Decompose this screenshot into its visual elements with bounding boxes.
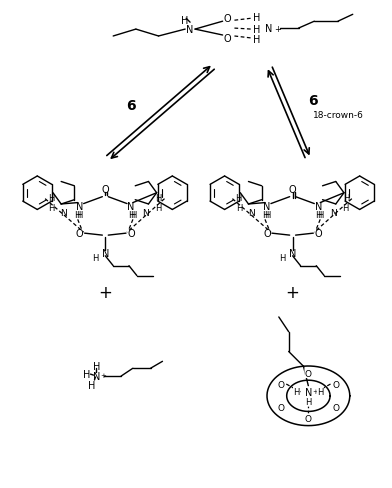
Text: H: H <box>317 210 323 220</box>
Text: H: H <box>130 210 136 220</box>
Text: H: H <box>264 210 270 220</box>
Text: O: O <box>289 184 296 194</box>
Text: H: H <box>305 397 312 407</box>
Text: N: N <box>248 208 254 217</box>
Text: +: + <box>100 372 106 378</box>
Text: O: O <box>278 380 285 389</box>
Text: N: N <box>330 208 336 217</box>
Text: H: H <box>92 254 99 263</box>
Text: H: H <box>128 210 134 220</box>
Text: N: N <box>305 387 312 397</box>
Text: H: H <box>49 203 55 213</box>
Text: O: O <box>102 184 109 194</box>
Text: N: N <box>60 208 67 217</box>
Text: H: H <box>293 387 300 397</box>
Text: O: O <box>127 229 135 239</box>
Text: O: O <box>278 403 285 412</box>
Text: H: H <box>343 194 349 203</box>
Text: N: N <box>314 201 322 211</box>
Text: H: H <box>315 210 321 220</box>
Text: H: H <box>254 25 261 35</box>
Text: 6: 6 <box>309 94 318 108</box>
Text: H: H <box>88 380 95 390</box>
Text: +: + <box>286 284 299 302</box>
Text: +: + <box>274 24 281 34</box>
Text: H: H <box>48 194 54 203</box>
Text: H: H <box>236 203 242 213</box>
Text: O: O <box>305 369 312 378</box>
Text: H: H <box>83 369 90 379</box>
Text: H: H <box>342 203 348 213</box>
Text: H: H <box>76 210 83 220</box>
Text: H: H <box>254 13 261 23</box>
Text: +: + <box>312 388 318 394</box>
Text: N: N <box>187 25 194 35</box>
Text: +: + <box>98 284 112 302</box>
Text: 18-crown-6: 18-crown-6 <box>312 111 363 120</box>
Text: H: H <box>279 254 286 263</box>
Text: O: O <box>332 380 339 389</box>
Text: H: H <box>155 203 161 213</box>
Text: N: N <box>142 208 149 217</box>
Text: H: H <box>254 35 261 45</box>
Text: O: O <box>76 229 83 239</box>
Text: N: N <box>102 248 109 258</box>
Text: H: H <box>155 194 162 203</box>
Text: O: O <box>224 14 231 24</box>
Text: O: O <box>305 414 312 423</box>
Text: N: N <box>263 201 270 211</box>
Text: H: H <box>317 387 323 397</box>
Text: 6: 6 <box>126 99 136 113</box>
Text: O: O <box>263 229 271 239</box>
Text: H: H <box>74 210 81 220</box>
Text: H: H <box>181 16 189 26</box>
Text: N: N <box>93 371 100 381</box>
Text: O: O <box>332 403 339 412</box>
Text: N: N <box>127 201 134 211</box>
Text: N: N <box>76 201 83 211</box>
Text: H: H <box>235 194 241 203</box>
Text: H: H <box>262 210 268 220</box>
Text: O: O <box>314 229 322 239</box>
Text: N: N <box>289 248 296 258</box>
Text: O: O <box>224 34 231 44</box>
Text: H: H <box>93 362 100 371</box>
Text: N: N <box>265 24 273 34</box>
